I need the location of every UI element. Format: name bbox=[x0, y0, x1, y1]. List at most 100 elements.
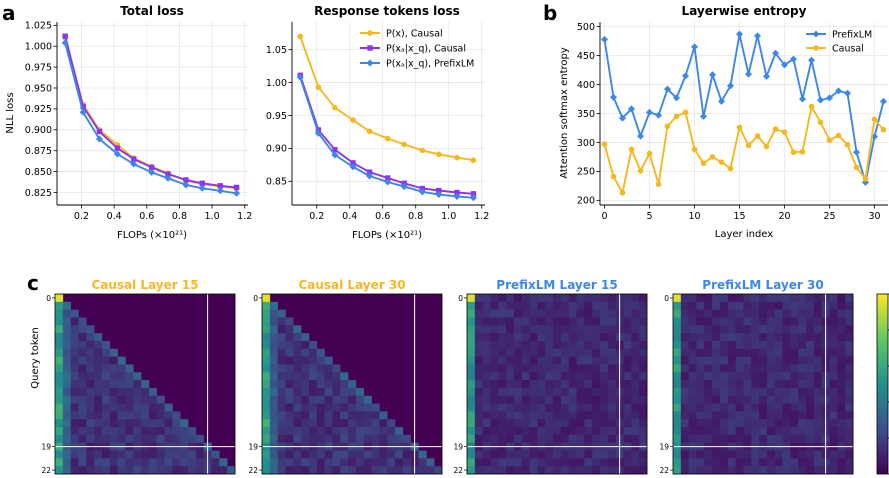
heatmap-cell bbox=[688, 356, 697, 365]
heatmap-cell bbox=[277, 395, 286, 404]
heatmap-cell bbox=[829, 294, 838, 303]
heatmap-cell bbox=[180, 458, 189, 467]
heatmap-cell bbox=[704, 317, 713, 326]
heatmap-cell bbox=[490, 364, 499, 373]
heatmap-cell bbox=[712, 427, 721, 436]
heatmap-cell bbox=[704, 427, 713, 436]
heatmap-cell bbox=[545, 427, 554, 436]
heatmap-cell bbox=[418, 466, 427, 475]
heatmap-cell bbox=[293, 434, 302, 443]
heatmap-cell bbox=[513, 411, 523, 420]
heatmap-cell bbox=[545, 450, 554, 459]
heatmap-cell bbox=[607, 427, 616, 436]
heatmap-cell bbox=[639, 403, 648, 412]
heatmap-cell bbox=[719, 372, 729, 381]
heatmap-cell bbox=[639, 317, 648, 326]
heatmap-cell bbox=[94, 411, 103, 420]
heatmap-cell bbox=[506, 419, 515, 428]
heatmap-cell bbox=[513, 434, 523, 443]
data-point bbox=[470, 157, 477, 164]
heatmap-cell bbox=[355, 411, 365, 420]
heatmap-cell bbox=[751, 356, 760, 365]
heatmap-cell bbox=[513, 419, 523, 428]
data-point bbox=[113, 150, 121, 158]
heatmap-cell bbox=[568, 419, 577, 428]
heatmap-cell bbox=[837, 466, 846, 475]
heatmap-cell bbox=[727, 372, 736, 381]
heatmap-cell bbox=[348, 380, 357, 389]
heatmap-cell bbox=[623, 348, 632, 357]
heatmap-cell bbox=[94, 348, 103, 357]
heatmap-cell bbox=[696, 317, 705, 326]
heatmap-cell bbox=[109, 395, 118, 404]
heatmap-cell bbox=[141, 466, 150, 475]
heatmap-cell bbox=[262, 380, 271, 389]
heatmap-cell bbox=[727, 387, 736, 397]
heatmap-cell bbox=[782, 309, 791, 318]
heatmap-cell bbox=[813, 356, 822, 365]
heatmap-cell bbox=[301, 411, 310, 420]
heatmap-cell bbox=[164, 419, 173, 428]
heatmap-cell bbox=[845, 380, 854, 389]
heatmap-cell bbox=[490, 333, 499, 342]
heatmap-cell bbox=[623, 333, 632, 342]
heatmap-cell bbox=[680, 419, 689, 428]
heatmap-cell bbox=[813, 333, 822, 342]
heatmap-cell bbox=[482, 387, 491, 397]
heatmap-cell bbox=[513, 356, 523, 365]
heatmap-cell bbox=[766, 427, 776, 436]
response-loss-chart: Response tokens loss FLOPs (×10²¹) 0.2 0.… bbox=[266, 4, 489, 241]
heatmap-cell bbox=[639, 395, 648, 404]
heatmap-cell bbox=[712, 434, 721, 443]
heatmap-cell bbox=[467, 317, 476, 326]
heatmap-cell bbox=[70, 387, 79, 397]
heatmap-cell bbox=[576, 466, 585, 475]
heatmap-cell bbox=[600, 450, 609, 459]
data-point bbox=[315, 84, 322, 90]
heatmap-cell bbox=[806, 372, 815, 381]
heatmap-cell bbox=[845, 395, 854, 404]
heatmap-cell bbox=[766, 419, 776, 428]
heatmap-cell bbox=[141, 427, 150, 436]
heatmap-cell bbox=[308, 395, 318, 404]
heatmap-cell bbox=[560, 348, 570, 357]
heatmap-cell bbox=[395, 466, 404, 475]
heatmap-cell bbox=[560, 309, 570, 318]
heatmap-cell bbox=[813, 395, 822, 404]
y-tick-label: 0.975 bbox=[25, 62, 52, 73]
heatmap-cell bbox=[490, 340, 499, 350]
heatmap-cell bbox=[712, 317, 721, 326]
heatmap-cell bbox=[277, 364, 286, 373]
heatmap-cell bbox=[402, 450, 411, 459]
heatmap-cell bbox=[696, 325, 705, 334]
heatmap-cell bbox=[395, 458, 404, 467]
heatmap-cell bbox=[269, 458, 278, 467]
heatmap-cell bbox=[696, 356, 705, 365]
heatmap-cell bbox=[537, 450, 546, 459]
heatmap-cell bbox=[782, 387, 791, 397]
heatmap-cell bbox=[806, 333, 815, 342]
heatmap-cell bbox=[673, 411, 682, 420]
heatmap-cell bbox=[735, 395, 744, 404]
heatmap-cell bbox=[188, 458, 197, 467]
heatmap-cell bbox=[62, 380, 71, 389]
heatmap-cell bbox=[688, 348, 697, 357]
heatmap-cell bbox=[62, 450, 71, 459]
heatmap-cell bbox=[86, 372, 95, 381]
heatmap-cell bbox=[607, 450, 616, 459]
heatmap-cell bbox=[766, 458, 776, 467]
heatmap-cell bbox=[727, 466, 736, 475]
heatmap-cell bbox=[623, 301, 632, 310]
heatmap-cell bbox=[545, 387, 554, 397]
x-tick-label: 0.4 bbox=[342, 211, 357, 222]
heatmap-cell bbox=[62, 301, 71, 310]
heatmap-cell bbox=[277, 325, 286, 334]
heatmap-cell bbox=[782, 411, 791, 420]
heatmap-cell bbox=[798, 372, 807, 381]
heatmap-cell bbox=[673, 458, 682, 467]
heatmap-cell bbox=[529, 301, 538, 310]
heatmap-cell bbox=[529, 348, 538, 357]
heatmap-cell bbox=[101, 411, 111, 420]
legend-label: PrefixLM bbox=[832, 30, 872, 41]
heatmap-cell bbox=[631, 395, 640, 404]
